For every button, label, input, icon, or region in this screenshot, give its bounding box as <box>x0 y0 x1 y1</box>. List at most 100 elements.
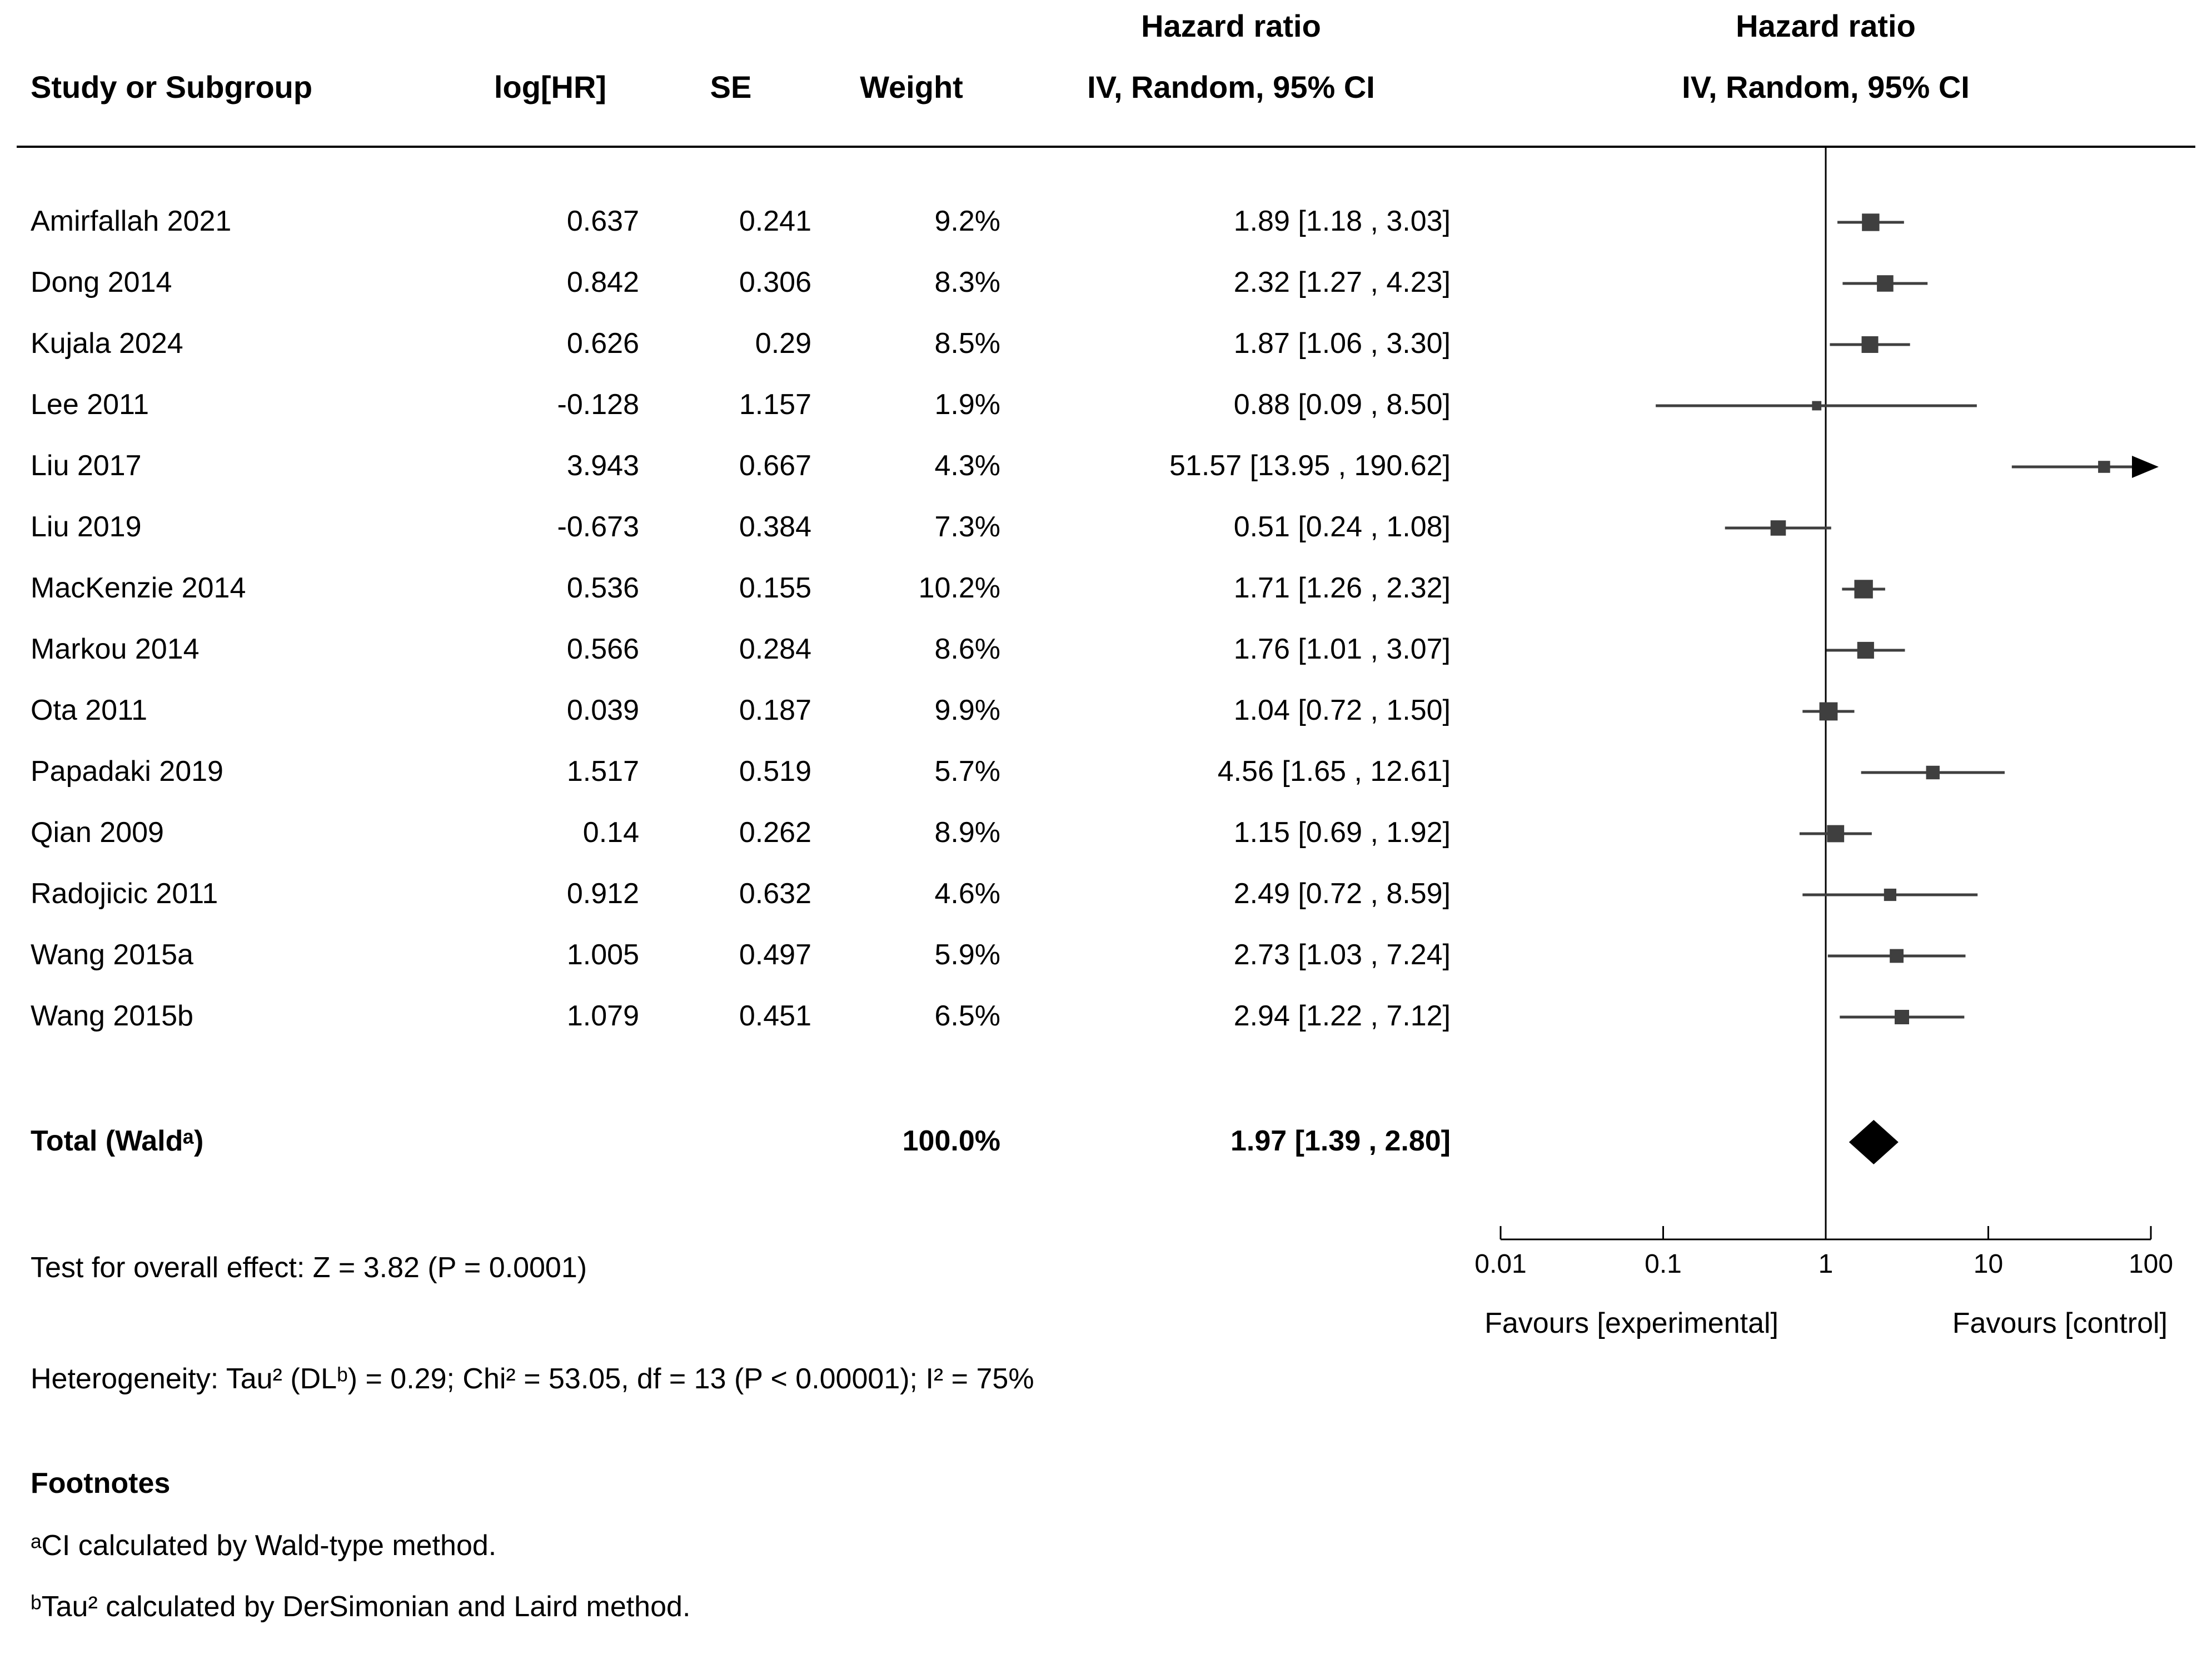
effect-marker <box>1857 641 1874 659</box>
favours-left-label: Favours [experimental] <box>1484 1307 1778 1339</box>
se-cell: 0.519 <box>739 755 811 788</box>
study-name-cell: Papadaki 2019 <box>31 755 223 788</box>
weight-cell: 5.9% <box>934 939 1000 971</box>
ci-cell: 0.51 [0.24 , 1.08] <box>1233 511 1451 543</box>
weight-cell: 7.3% <box>934 511 1000 543</box>
axis-tick-label: 100 <box>2129 1249 2173 1279</box>
arrow-right-icon <box>2132 456 2159 478</box>
total-weight: 100.0% <box>902 1125 1000 1157</box>
effect-marker <box>1890 949 1904 963</box>
ci-cell: 1.04 [0.72 , 1.50] <box>1233 694 1451 726</box>
weight-cell: 9.2% <box>934 205 1000 237</box>
ci-cell: 1.76 [1.01 , 3.07] <box>1233 633 1451 665</box>
study-name-cell: Wang 2015b <box>31 1000 193 1032</box>
axis-tick-label: 1 <box>1819 1249 1834 1279</box>
log-hr-cell: 1.517 <box>566 755 639 788</box>
column-header-weight: Weight <box>860 69 963 104</box>
study-name-cell: Liu 2019 <box>31 511 142 543</box>
log-hr-cell: -0.128 <box>557 388 639 421</box>
weight-cell: 9.9% <box>934 694 1000 726</box>
study-name-cell: Kujala 2024 <box>31 327 183 360</box>
column-header-study: Study or Subgroup <box>31 69 313 104</box>
study-name-cell: Dong 2014 <box>31 266 172 298</box>
log-hr-cell: 0.637 <box>566 205 639 237</box>
weight-cell: 8.3% <box>934 266 1000 298</box>
se-cell: 0.667 <box>739 450 811 482</box>
effect-marker <box>1926 765 1940 780</box>
se-cell: 0.284 <box>739 633 811 665</box>
footnote-a: ᵃCI calculated by Wald-type method. <box>31 1530 497 1562</box>
column-header-ci: IV, Random, 95% CI <box>1087 69 1375 104</box>
ci-cell: 2.32 [1.27 , 4.23] <box>1233 266 1451 298</box>
study-name-cell: Ota 2011 <box>31 694 148 726</box>
study-name-cell: Liu 2017 <box>31 450 142 482</box>
ci-cell: 1.89 [1.18 , 3.03] <box>1233 205 1451 237</box>
weight-cell: 8.9% <box>934 816 1000 849</box>
se-cell: 0.632 <box>739 878 811 910</box>
weight-cell: 8.5% <box>934 327 1000 360</box>
column-header-loghr: log[HR] <box>494 69 607 104</box>
ci-cell: 4.56 [1.65 , 12.61] <box>1217 755 1451 788</box>
log-hr-cell: 0.566 <box>566 633 639 665</box>
weight-cell: 8.6% <box>934 633 1000 665</box>
study-name-cell: Lee 2011 <box>31 388 150 421</box>
study-name-cell: Markou 2014 <box>31 633 200 665</box>
se-cell: 0.384 <box>739 511 811 543</box>
ci-cell: 2.94 [1.22 , 7.12] <box>1233 1000 1451 1032</box>
weight-cell: 5.7% <box>934 755 1000 788</box>
ci-cell: 51.57 [13.95 , 190.62] <box>1169 450 1451 482</box>
weight-cell: 10.2% <box>918 572 1000 604</box>
axis-tick-label: 0.1 <box>1645 1249 1682 1279</box>
summary-diamond <box>1849 1120 1899 1164</box>
weight-cell: 4.6% <box>934 878 1000 910</box>
se-cell: 0.29 <box>755 327 811 360</box>
favours-right-label: Favours [control] <box>1952 1307 2168 1339</box>
total-label: Total (Waldᵃ) <box>31 1125 204 1157</box>
effect-marker <box>1877 275 1894 292</box>
ci-cell: 2.73 [1.03 , 7.24] <box>1233 939 1451 971</box>
effect-marker <box>1770 520 1786 536</box>
ci-cell: 1.15 [0.69 , 1.92] <box>1233 816 1451 849</box>
se-cell: 0.262 <box>739 816 811 849</box>
se-cell: 1.157 <box>739 388 811 421</box>
study-name-cell: MacKenzie 2014 <box>31 572 246 604</box>
study-name-cell: Amirfallah 2021 <box>31 205 232 237</box>
ci-cell: 0.88 [0.09 , 8.50] <box>1233 388 1451 421</box>
log-hr-cell: 0.039 <box>566 694 639 726</box>
log-hr-cell: 1.079 <box>566 1000 639 1032</box>
total-ci: 1.97 [1.39 , 2.80] <box>1230 1125 1451 1157</box>
axis-tick-label: 10 <box>1974 1249 2003 1279</box>
weight-cell: 4.3% <box>934 450 1000 482</box>
se-cell: 0.187 <box>739 694 811 726</box>
heterogeneity-text: Heterogeneity: Tau² (DLᵇ) = 0.29; Chi² =… <box>31 1363 1034 1395</box>
log-hr-cell: -0.673 <box>557 511 639 543</box>
log-hr-cell: 1.005 <box>566 939 639 971</box>
ci-cell: 1.87 [1.06 , 3.30] <box>1233 327 1451 360</box>
se-cell: 0.155 <box>739 572 811 604</box>
log-hr-cell: 0.14 <box>582 816 639 849</box>
ci-group-header: Hazard ratio <box>1141 8 1321 43</box>
overall-effect-text: Test for overall effect: Z = 3.82 (P = 0… <box>31 1252 587 1284</box>
footnote-b: ᵇTau² calculated by DerSimonian and Lair… <box>31 1591 691 1623</box>
log-hr-cell: 0.536 <box>566 572 639 604</box>
ci-cell: 2.49 [0.72 , 8.59] <box>1233 878 1451 910</box>
plot-subheader: IV, Random, 95% CI <box>1682 69 1970 104</box>
weight-cell: 1.9% <box>934 388 1000 421</box>
effect-marker <box>1894 1010 1909 1024</box>
log-hr-cell: 0.912 <box>566 878 639 910</box>
study-name-cell: Qian 2009 <box>31 816 164 849</box>
ci-cell: 1.71 [1.26 , 2.32] <box>1233 572 1451 604</box>
column-header-se: SE <box>710 69 752 104</box>
effect-marker <box>1827 825 1845 843</box>
se-cell: 0.241 <box>739 205 811 237</box>
plot-group-header: Hazard ratio <box>1736 8 1916 43</box>
effect-marker <box>1884 888 1896 901</box>
axis-tick-label: 0.01 <box>1474 1249 1526 1279</box>
header-divider <box>17 146 2195 148</box>
effect-marker <box>1861 336 1879 353</box>
effect-marker <box>1819 702 1838 721</box>
effect-marker <box>2098 461 2110 473</box>
effect-marker <box>1854 580 1873 599</box>
